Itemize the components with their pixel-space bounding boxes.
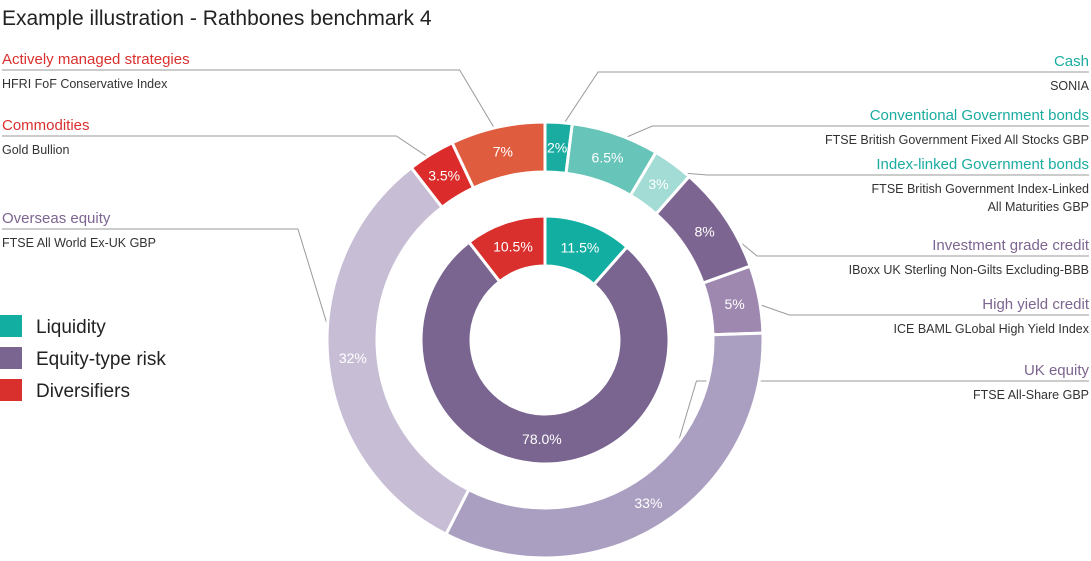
category-labels: Cash SONIA Conventional Government bonds FT… [2,51,1090,402]
category-index-cash: SONIA [1050,79,1090,93]
category-index-investment-grade-credit: IBoxx UK Sterling Non-Gilts Excluding-BB… [849,263,1089,277]
chart-title: Example illustration - Rathbones benchma… [2,7,432,30]
leader-line-high-yield-credit [749,300,1089,316]
leader-line-overseas-equity [2,228,339,360]
category-name-uk-equity: UK equity [1024,362,1090,379]
outer-ring: 2% 6.5% 3% 8% 5% 33% 32% 3.5% 7% [325,120,765,560]
leader-line-cash [557,71,1089,133]
category-name-overseas-equity: Overseas equity [2,210,111,227]
outer-slice-label-cash: 2% [547,139,567,155]
category-name-high-yield-credit: High yield credit [982,296,1090,313]
legend-swatch-equity-type-risk [0,347,22,369]
legend-label-liquidity: Liquidity [36,317,106,338]
inner-slice-label-liquidity: 11.5% [561,239,600,255]
outer-slice-label-index-linked-government-bonds: 3% [648,176,668,192]
legend-label-equity-type-risk: Equity-type risk [36,349,166,370]
category-index-index-linked-government-bonds-2: All Maturities GBP [988,200,1089,214]
category-index-actively-managed-strategies: HFRI FoF Conservative Index [2,77,168,91]
outer-slice-label-overseas-equity: 32% [339,350,367,366]
category-name-cash: Cash [1054,53,1089,70]
category-index-uk-equity: FTSE All-Share GBP [973,388,1089,402]
legend-swatch-liquidity [0,315,22,337]
category-name-investment-grade-credit: Investment grade credit [932,237,1090,254]
outer-slice-label-investment-grade-credit: 8% [695,224,715,240]
leader-line-actively-managed-strategies [2,69,501,138]
outer-slice-label-uk-equity: 33% [634,495,662,511]
inner-slice-diversifiers [466,214,547,284]
category-name-commodities: Commodities [2,117,90,134]
leader-lines [2,69,1089,516]
category-index-index-linked-government-bonds: FTSE British Government Index-Linked [872,182,1089,196]
inner-ring: 11.5% 78.0% 10.5% [419,214,671,466]
inner-slice-label-equity-type-risk: 78.0% [522,431,562,447]
outer-slice-label-high-yield-credit: 5% [724,296,744,312]
outer-slice-label-commodities: 3.5% [428,167,460,183]
inner-slice-equity-type-risk [419,239,671,466]
category-index-overseas-equity: FTSE All World Ex-UK GBP [2,236,156,250]
category-name-conventional-government-bonds: Conventional Government bonds [870,107,1089,124]
category-index-commodities: Gold Bullion [2,143,69,157]
outer-slice-actively-managed-strategies [450,120,547,190]
legend-label-diversifiers: Diversifiers [36,381,130,402]
legend: Liquidity Equity-type risk Diversifiers [0,315,166,402]
category-name-actively-managed-strategies: Actively managed strategies [2,51,190,68]
category-index-conventional-government-bonds: FTSE British Government Fixed All Stocks… [825,133,1089,147]
inner-slice-label-diversifiers: 10.5% [493,238,533,254]
legend-swatch-diversifiers [0,379,22,401]
outer-slice-label-conventional-government-bonds: 6.5% [592,149,624,165]
category-index-high-yield-credit: ICE BAML GLobal High Yield Index [894,322,1090,336]
outer-slice-label-actively-managed-strategies: 7% [493,144,513,160]
category-name-index-linked-government-bonds: Index-linked Government bonds [876,156,1089,173]
leader-line-commodities [2,135,437,164]
